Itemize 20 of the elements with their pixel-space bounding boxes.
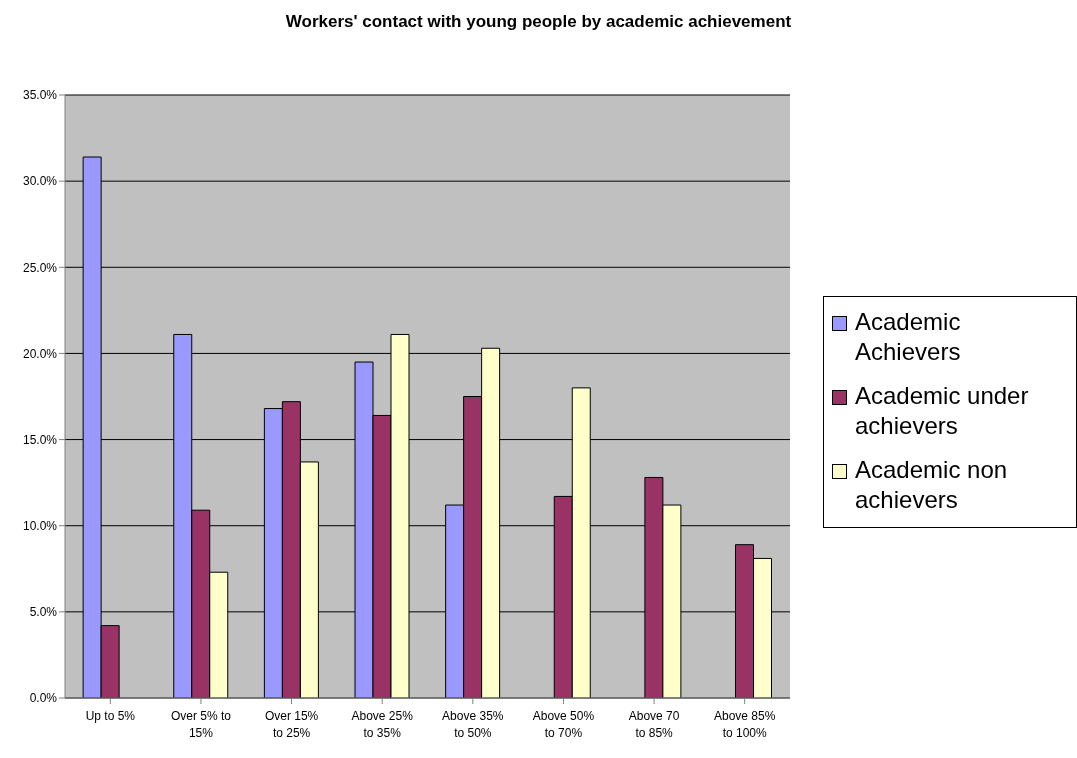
x-tick-label: Above 35% to 50% [442,709,504,740]
x-tick-label: Above 85% to 100% [713,709,776,740]
x-tick-label: Above 70 to 85% [628,709,680,740]
y-tick-label: 10.0% [22,518,58,533]
y-tick-label: 20.0% [22,346,58,361]
chart-title: Workers' contact with young people by academic achievement [284,12,793,32]
y-tick-label: 30.0% [22,174,58,189]
y-tick-label: 0.0% [29,691,58,706]
legend-label: Academic under achievers [855,381,1030,441]
y-tick-label: 35.0% [22,88,58,103]
x-tick-label: Above 25% to 35% [351,709,414,740]
x-tick-label: Over 15% to 25% [264,709,319,740]
y-tick-label: 15.0% [22,432,58,447]
x-tick-label: Up to 5% [85,709,136,723]
x-tick-label: Over 5% to 15% [170,709,232,740]
x-tick-label: Above 50% to 70% [532,709,595,740]
legend-label: Academic Achievers [855,307,962,367]
y-tick-label: 5.0% [29,605,58,620]
legend-label: Academic non achievers [855,455,1009,515]
y-tick-label: 25.0% [22,260,58,275]
